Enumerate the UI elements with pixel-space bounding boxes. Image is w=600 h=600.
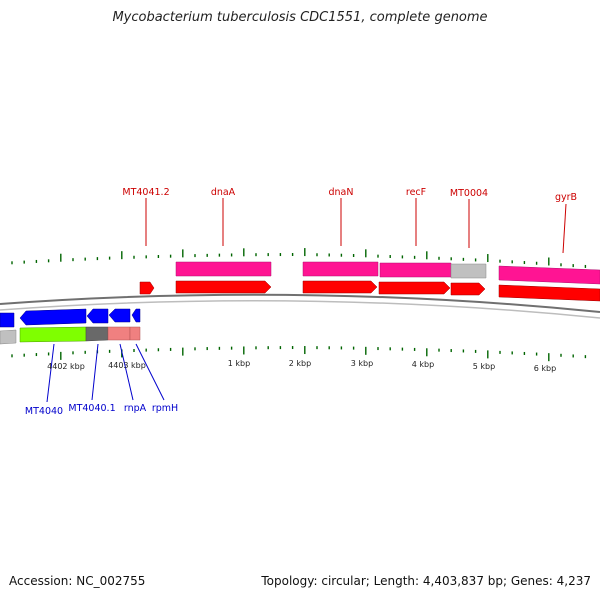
- scale-label-2kbp: 2 kbp: [289, 359, 311, 368]
- other-reverse-left[interactable]: [0, 329, 17, 345]
- gene-MT4040-part[interactable]: [0, 312, 15, 328]
- tick-marks: [11, 248, 587, 362]
- cds-dnaN[interactable]: [302, 261, 379, 277]
- rna-rpmH[interactable]: [129, 326, 141, 341]
- gene-dnaA[interactable]: [175, 280, 272, 294]
- gene-MT0004[interactable]: [450, 282, 486, 296]
- label-rpmH: rpmH: [152, 403, 178, 414]
- gene-features: [0, 261, 600, 345]
- label-MT4040: MT4040: [25, 406, 63, 417]
- rna-rnpA[interactable]: [107, 326, 131, 341]
- forward-gene-labels: MT4041.2 dnaA dnaN recF MT0004 gyrB: [122, 187, 577, 254]
- backbone-arc-inner: [0, 299, 600, 319]
- label-gyrB: gyrB: [555, 192, 577, 203]
- gene-rnpA[interactable]: [108, 308, 131, 323]
- scale-label-3kbp: 3 kbp: [351, 359, 373, 368]
- gene-MT4040.1[interactable]: [86, 308, 109, 324]
- gene-recF[interactable]: [378, 281, 451, 295]
- label-dnaN: dnaN: [329, 187, 354, 198]
- backbone-arc: [0, 293, 600, 313]
- other-MT0004[interactable]: [450, 263, 487, 279]
- accession-text: Accession: NC_002755: [9, 574, 146, 588]
- cds-dnaA[interactable]: [175, 261, 272, 277]
- label-MT4040.1: MT4040.1: [68, 403, 115, 414]
- label-rnpA: rnpA: [124, 403, 147, 414]
- gene-MT4040[interactable]: [19, 308, 87, 326]
- scale-label-4402kbp: 4402 kbp: [47, 362, 85, 371]
- scale-label-4kbp: 4 kbp: [412, 360, 434, 369]
- scale-label-1kbp: 1 kbp: [228, 359, 250, 368]
- label-MT0004: MT0004: [450, 188, 488, 199]
- label-MT4041.2: MT4041.2: [122, 187, 169, 198]
- cds-MT4040[interactable]: [19, 326, 87, 343]
- scale-labels: 4402 kbp 4403 kbp 1 kbp 2 kbp 3 kbp 4 kb…: [47, 359, 556, 373]
- gene-dnaN[interactable]: [302, 280, 378, 294]
- gene-rpmH[interactable]: [131, 308, 141, 323]
- scale-label-4403kbp: 4403 kbp: [108, 361, 146, 370]
- scale-label-6kbp: 6 kbp: [534, 364, 556, 373]
- cds-recF[interactable]: [379, 262, 452, 278]
- map-title: Mycobacterium tuberculosis CDC1551, comp…: [112, 10, 488, 25]
- label-dnaA: dnaA: [211, 187, 236, 198]
- scale-label-5kbp: 5 kbp: [473, 362, 495, 371]
- gene-gyrB[interactable]: [498, 284, 600, 302]
- cds-gyrB[interactable]: [498, 265, 600, 285]
- reverse-gene-labels: MT4040 MT4040.1 rnpA rpmH: [25, 343, 178, 417]
- gene-MT4041.2[interactable]: [139, 281, 155, 295]
- label-recF: recF: [406, 187, 426, 198]
- genome-summary-text: Topology: circular; Length: 4,403,837 bp…: [261, 574, 591, 588]
- other-MT4040.1[interactable]: [85, 326, 109, 342]
